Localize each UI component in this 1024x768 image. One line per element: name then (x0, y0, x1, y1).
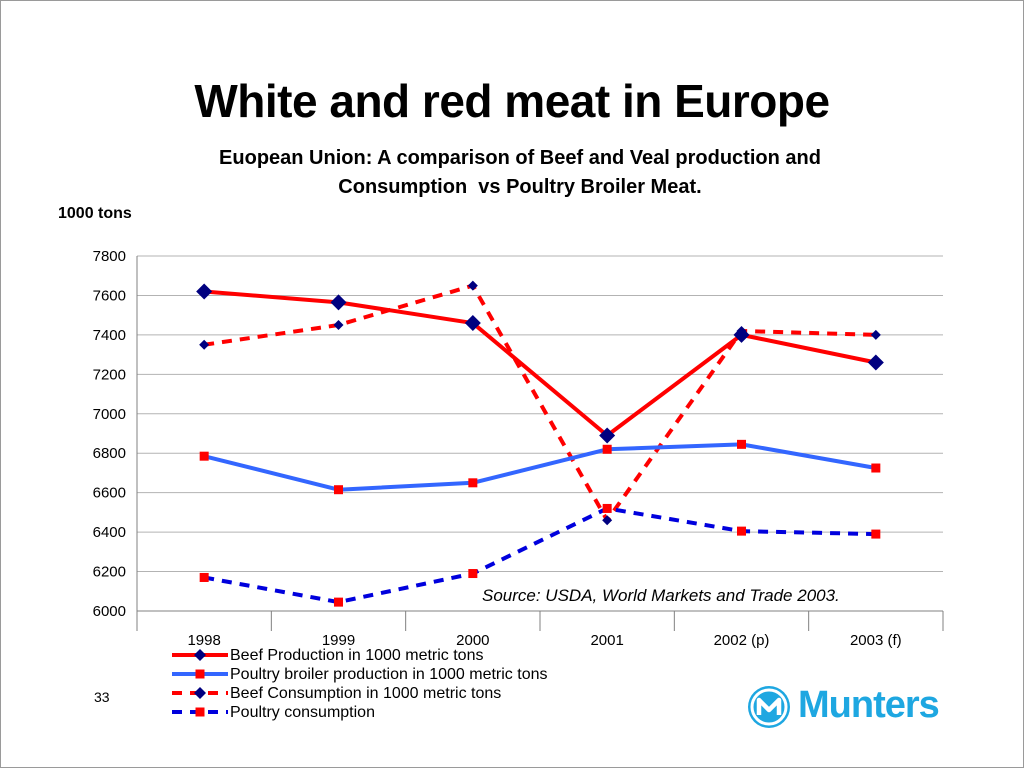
data-point (737, 439, 746, 449)
subtitle-line-1: Euopean Union: A comparison of Beef and … (219, 147, 821, 169)
munters-logo: Munters (748, 684, 964, 734)
y-tick-label: 6400 (93, 524, 126, 541)
legend-label: Poultry consumption (230, 704, 375, 721)
data-point (333, 320, 344, 331)
legend-marker (195, 707, 205, 717)
y-tick-label: 7000 (93, 406, 126, 423)
legend-entry-1: Beef Production in 1000 metric tons (172, 647, 483, 664)
data-point (599, 427, 616, 444)
y-tick-label: 7800 (93, 248, 126, 265)
legend-marker (194, 649, 206, 661)
munters-logo-icon (748, 686, 790, 728)
data-point (737, 526, 746, 536)
legend-label: Beef Production in 1000 metric tons (230, 647, 483, 664)
legend-entry-3: Beef Consumption in 1000 metric tons (172, 685, 501, 702)
x-tick-label: 1998 (187, 632, 220, 649)
data-point (871, 529, 881, 539)
data-point (196, 283, 213, 300)
page-number: 33 (94, 689, 110, 705)
data-point (199, 572, 209, 582)
y-tick-label: 6800 (93, 445, 126, 462)
legend-label: Poultry broiler production in 1000 metri… (230, 666, 548, 683)
series-line (203, 506, 876, 605)
x-tick-label: 2003 (f) (850, 632, 902, 649)
legend-entry-4: Poultry consumption (172, 704, 375, 721)
data-point (464, 315, 481, 332)
y-tick-label: 7200 (93, 366, 126, 383)
data-point (467, 280, 478, 291)
data-point (334, 597, 343, 607)
series-line (203, 283, 876, 523)
source-note: Source: USDA, World Markets and Trade 20… (480, 586, 842, 606)
data-point (468, 478, 478, 488)
data-point (468, 569, 478, 579)
y-tick-label: 6000 (93, 603, 126, 620)
legend-marker (195, 669, 205, 679)
series-line (204, 289, 877, 438)
data-point (602, 444, 612, 454)
slide-title: White and red meat in Europe (194, 75, 830, 127)
data-point (602, 503, 612, 513)
data-point (330, 294, 347, 311)
y-tick-label: 7400 (93, 327, 126, 344)
data-point (199, 451, 209, 461)
data-point (870, 329, 881, 340)
data-point (602, 515, 613, 526)
x-tick-label: 1999 (322, 632, 355, 649)
legend-label: Beef Consumption in 1000 metric tons (230, 685, 501, 702)
legend-marker (194, 687, 206, 699)
x-tick-label: 2001 (590, 632, 623, 649)
data-point (733, 326, 750, 343)
chart-subtitle: Euopean Union: A comparison of Beef and … (150, 144, 890, 202)
series-3 (199, 280, 881, 526)
series-4 (199, 503, 881, 607)
data-point (199, 339, 210, 350)
data-point (867, 354, 884, 371)
logo-wordmark: Munters (798, 684, 940, 726)
data-point (871, 463, 881, 473)
data-point (334, 485, 343, 495)
series-line (203, 442, 877, 492)
series-2 (199, 439, 881, 495)
subtitle-line-2: Consumption vs Poultry Broiler Meat. (338, 176, 702, 198)
series-1 (196, 283, 884, 444)
y-axis-unit-label: 1000 tons (58, 205, 132, 222)
y-tick-label: 6600 (93, 485, 126, 502)
y-tick-label: 6200 (93, 564, 126, 581)
y-tick-label: 7600 (93, 287, 126, 304)
x-tick-label: 2000 (456, 632, 489, 649)
x-tick-label: 2002 (p) (714, 632, 770, 649)
legend-entry-2: Poultry broiler production in 1000 metri… (172, 666, 548, 683)
